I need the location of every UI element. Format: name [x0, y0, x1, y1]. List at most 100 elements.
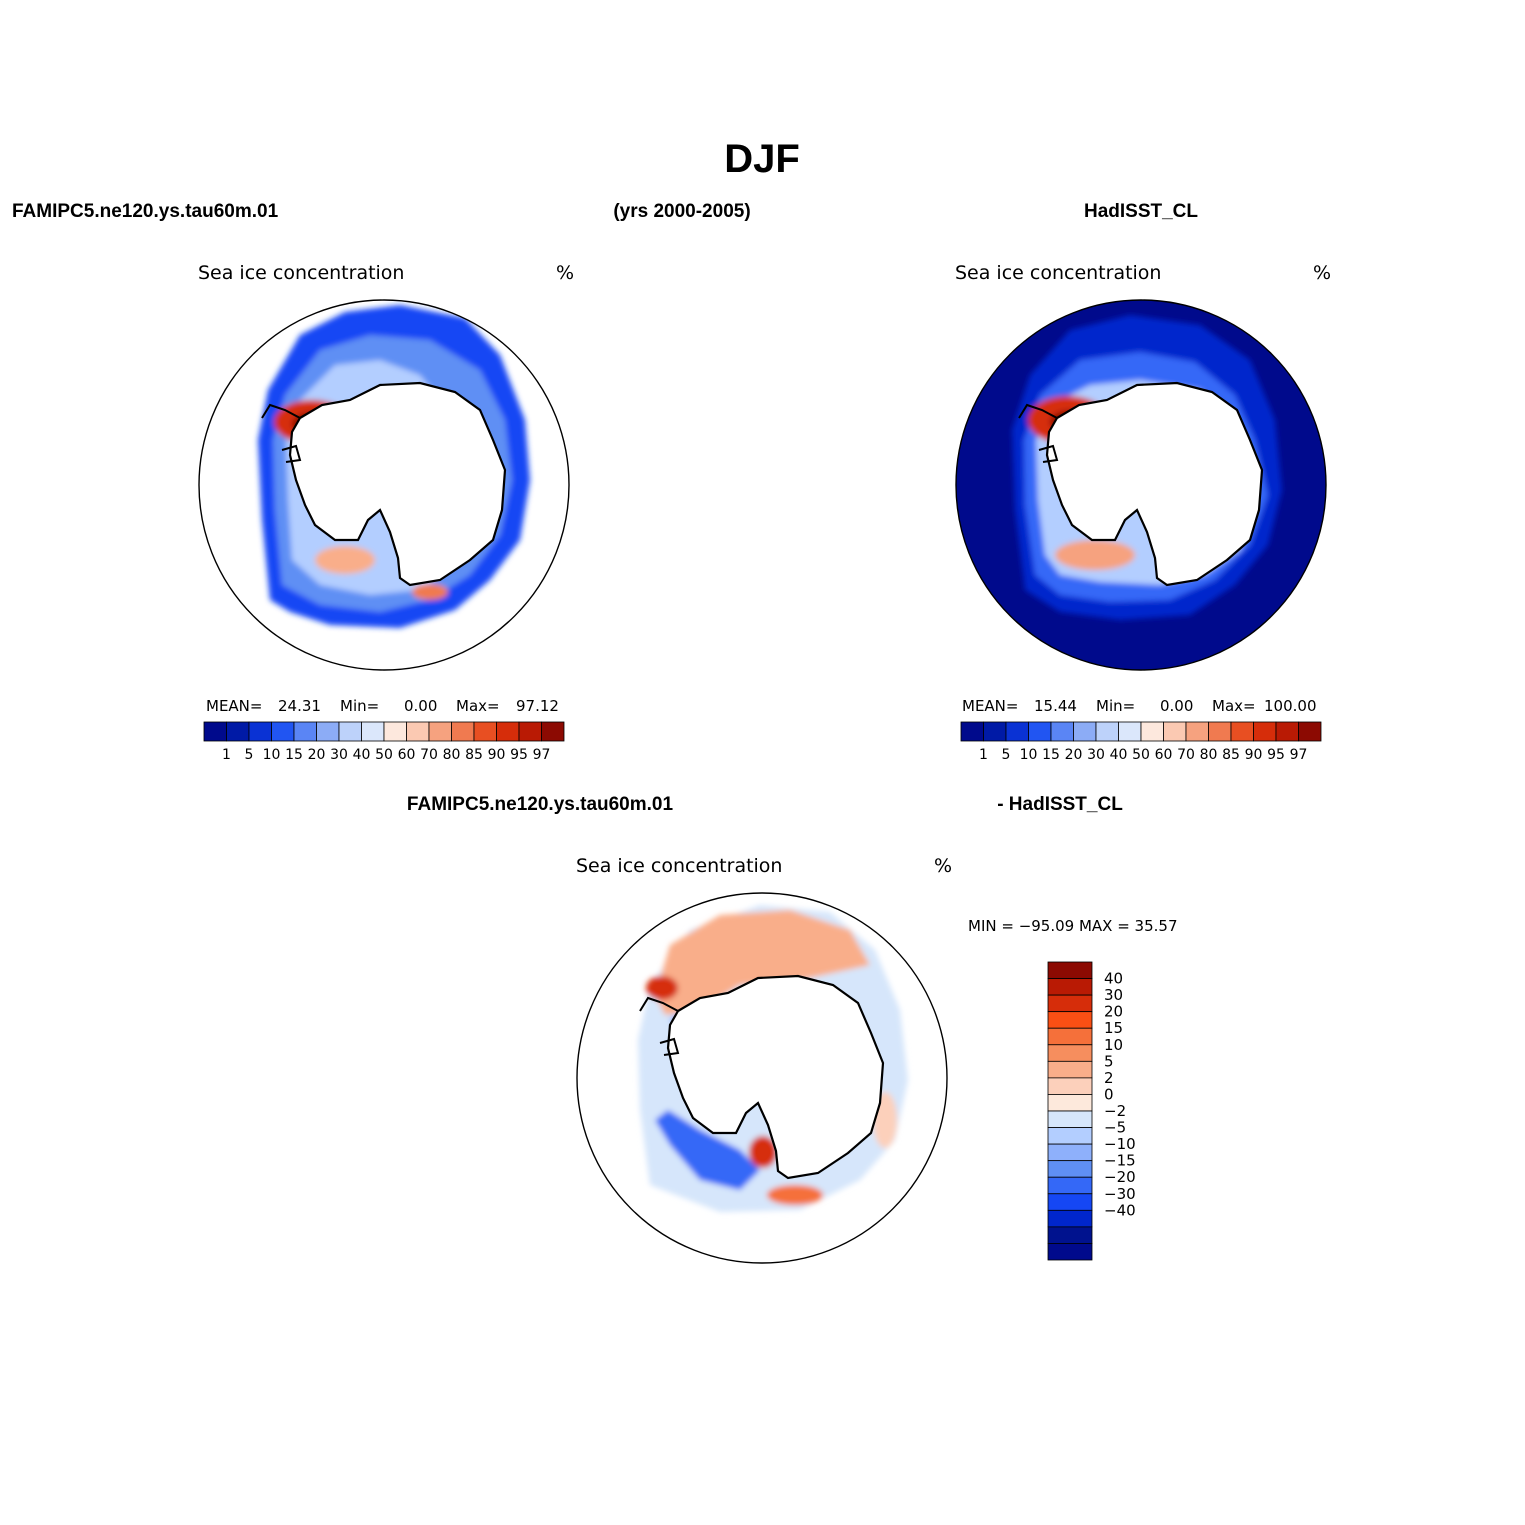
- model-colorbar-swatch: [226, 721, 250, 742]
- diff-colorbar-tick-label: −40: [1104, 1201, 1136, 1219]
- model-amundsen-high: [412, 584, 448, 600]
- diff-ross-positive: [749, 1136, 777, 1168]
- model-colorbar-swatch: [316, 721, 340, 742]
- model-colorbar-tick-label: 20: [308, 747, 326, 763]
- obs-colorbar-swatch: [1050, 721, 1074, 742]
- model-colorbar-swatch: [271, 721, 295, 742]
- model-ross-high: [315, 546, 375, 574]
- obs-max-value: 100.00: [1264, 697, 1317, 715]
- model-colorbar: 1 5 10 15 20 30 40 50 60 70 80 85 90 95 97: [203, 721, 565, 763]
- diff-colorbar-swatch: [1047, 1176, 1093, 1195]
- model-colorbar-swatch: [406, 721, 430, 742]
- model-antarctica-land: [288, 381, 507, 587]
- diff-colorbar-tick-label: 2: [1104, 1069, 1114, 1087]
- diff-colorbar-tick-label: −30: [1104, 1185, 1136, 1203]
- diff-colorbar-tick-label: 20: [1104, 1003, 1123, 1021]
- model-panel-title: Sea ice concentration: [198, 262, 404, 284]
- model-peninsula: [261, 403, 302, 463]
- obs-field: [1012, 315, 1282, 620]
- figure-title: DJF: [724, 137, 800, 181]
- diff-colorbar-tick-label: −20: [1104, 1168, 1136, 1186]
- diff-colorbar-tick-label: 15: [1104, 1019, 1123, 1037]
- obs-mean-value: 15.44: [1034, 697, 1077, 715]
- obs-mean-label: MEAN=: [962, 697, 1018, 715]
- diff-antarctica-land: [666, 974, 885, 1180]
- diff-colorbar-swatch: [1047, 1143, 1093, 1162]
- obs-colorbar: 1 5 10 15 20 30 40 50 60 70 80 85 90 95 97: [960, 721, 1322, 763]
- diff-colorbar-swatch: [1047, 978, 1093, 996]
- diff-colorbar-swatch: [1047, 961, 1093, 979]
- obs-colorbar-swatch: [1298, 721, 1322, 742]
- diff-field: [638, 905, 908, 1212]
- obs-colorbar-swatch: [1230, 721, 1254, 742]
- obs-panel-title: Sea ice concentration: [955, 262, 1161, 284]
- model-field: [258, 305, 530, 628]
- diff-colorbar-swatch: [1047, 1060, 1093, 1079]
- diff-weddell-positive: [655, 910, 870, 1015]
- obs-colorbar-tick-label: 40: [1110, 747, 1128, 763]
- obs-min-label: Min=: [1096, 697, 1135, 715]
- model-colorbar-tick-label: 40: [353, 747, 371, 763]
- model-colorbar-swatch: [293, 721, 317, 742]
- diff-colorbar-tick-label: 40: [1104, 970, 1123, 988]
- obs-colorbar-swatch: [1185, 721, 1209, 742]
- obs-max-label: Max=: [1212, 697, 1256, 715]
- obs-colorbar-tick-label: 1: [979, 747, 988, 763]
- diff-weddell-max: [646, 976, 678, 1000]
- model-colorbar-swatch: [518, 721, 542, 742]
- diff-colorbar-tick-label: −5: [1104, 1119, 1126, 1137]
- diff-colorbar-swatch: [1047, 1226, 1093, 1244]
- model-colorbar-tick-label: 1: [222, 747, 231, 763]
- obs-colorbar-tick-label: 80: [1200, 747, 1218, 763]
- diff-colorbar-swatch: [1047, 1044, 1093, 1062]
- diff-colorbar-tick-label: 0: [1104, 1085, 1114, 1103]
- model-panel-units: %: [556, 262, 574, 284]
- model-colorbar-tick-label: 30: [330, 747, 348, 763]
- diff-polar-map: [576, 892, 948, 1264]
- diff-amundsen-positive: [767, 1185, 823, 1205]
- obs-colorbar-swatch: [1275, 721, 1299, 742]
- years-label: (yrs 2000-2005): [613, 201, 750, 222]
- obs-colorbar-tick-label: 85: [1222, 747, 1240, 763]
- obs-colorbar-swatch: [1163, 721, 1187, 742]
- model-colorbar-swatch: [473, 721, 497, 742]
- diff-min-max-text: MIN = −95.09 MAX = 35.57: [968, 917, 1178, 935]
- model-colorbar-swatch: [248, 721, 272, 742]
- obs-colorbar-tick-label: 15: [1042, 747, 1060, 763]
- obs-colorbar-tick-label: 97: [1290, 747, 1308, 763]
- right-case-label: HadISST_CL: [1084, 201, 1198, 222]
- diff-colorbar-swatch: [1047, 1193, 1093, 1211]
- diff-case-label: FAMIPC5.ne120.ys.tau60m.01: [407, 794, 674, 815]
- model-colorbar-tick-label: 60: [398, 747, 416, 763]
- model-colorbar-swatch: [541, 721, 565, 742]
- model-colorbar-tick-label: 85: [465, 747, 483, 763]
- model-colorbar-swatch: [496, 721, 520, 742]
- obs-colorbar-tick-label: 50: [1132, 747, 1150, 763]
- diff-ross-negative: [655, 1110, 760, 1190]
- diff-colorbar-tick-label: −2: [1104, 1102, 1126, 1120]
- obs-colorbar-swatch: [960, 721, 984, 742]
- diff-colorbar-tick-label: 10: [1104, 1036, 1123, 1054]
- diff-colorbar-swatch: [1047, 1077, 1093, 1095]
- diff-colorbar-swatch: [1047, 1160, 1093, 1178]
- obs-colorbar-tick-label: 30: [1087, 747, 1105, 763]
- obs-colorbar-swatch: [1028, 721, 1052, 742]
- diff-panel-title: Sea ice concentration: [576, 855, 782, 877]
- left-case-label: FAMIPC5.ne120.ys.tau60m.01: [12, 201, 279, 222]
- model-colorbar-tick-label: 95: [510, 747, 528, 763]
- model-colorbar-tick-label: 80: [443, 747, 461, 763]
- model-colorbar-tick-label: 97: [533, 747, 551, 763]
- obs-panel-units: %: [1313, 262, 1331, 284]
- obs-colorbar-tick-label: 95: [1267, 747, 1285, 763]
- diff-ref-label: - HadISST_CL: [997, 794, 1123, 815]
- obs-colorbar-tick-label: 10: [1020, 747, 1038, 763]
- obs-colorbar-swatch: [1140, 721, 1164, 742]
- model-colorbar-tick-label: 15: [285, 747, 303, 763]
- diff-map-border: [576, 892, 948, 1264]
- diff-colorbar-tick-label: −10: [1104, 1135, 1136, 1153]
- model-polar-map: [198, 299, 570, 671]
- obs-colorbar-tick-label: 5: [1002, 747, 1011, 763]
- obs-antarctica-land: [1045, 381, 1264, 587]
